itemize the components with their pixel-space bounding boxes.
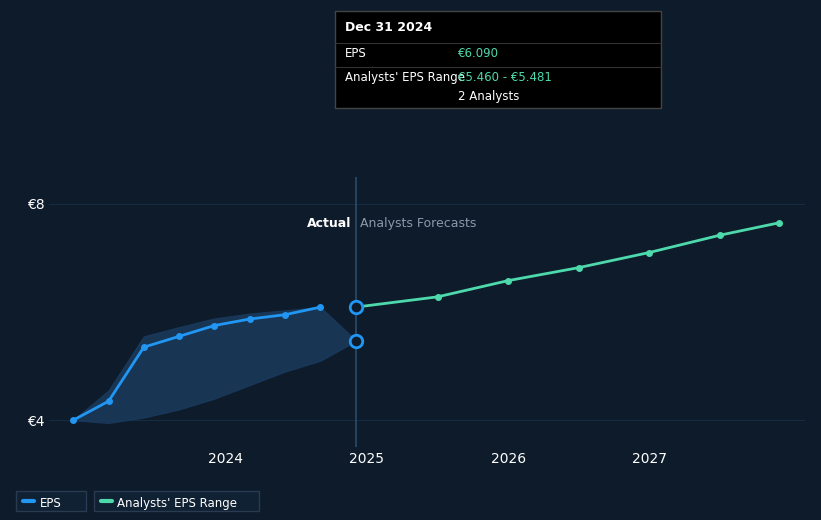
Text: Analysts' EPS Range: Analysts' EPS Range	[117, 497, 237, 510]
Text: EPS: EPS	[39, 497, 61, 510]
Text: Actual: Actual	[307, 217, 351, 230]
Text: €5.460 - €5.481: €5.460 - €5.481	[458, 71, 552, 84]
Text: 2 Analysts: 2 Analysts	[458, 90, 520, 103]
Text: Analysts' EPS Range: Analysts' EPS Range	[345, 71, 465, 84]
Text: Dec 31 2024: Dec 31 2024	[345, 21, 432, 34]
Text: Analysts Forecasts: Analysts Forecasts	[360, 217, 476, 230]
Text: €6.090: €6.090	[458, 47, 499, 60]
Text: EPS: EPS	[345, 47, 366, 60]
